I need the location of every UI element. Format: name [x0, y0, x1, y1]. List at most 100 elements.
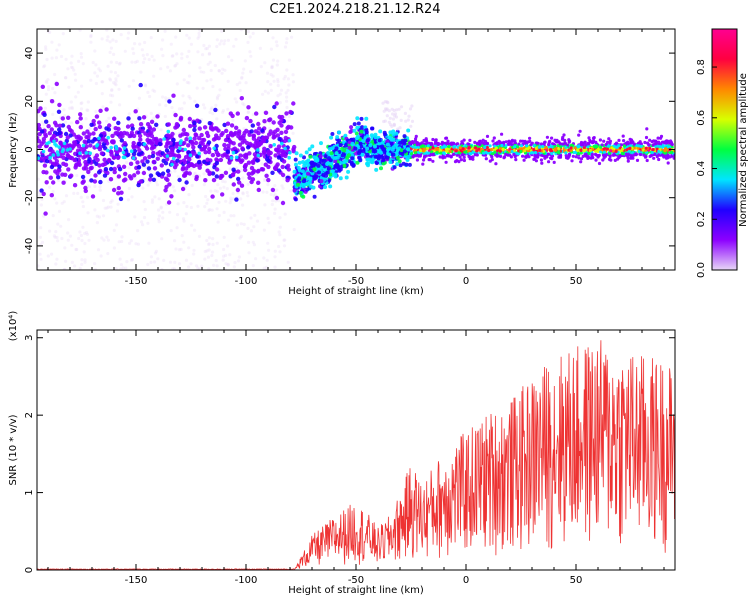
spectrogram-point	[116, 120, 121, 126]
spectrogram-point	[570, 159, 574, 163]
spectrogram-point	[569, 146, 573, 150]
spectrogram-point	[93, 267, 97, 270]
colorbar-gradient	[711, 28, 738, 271]
spectrogram-point	[648, 138, 652, 142]
spectrogram-point	[240, 75, 244, 79]
spectrogram-point	[426, 144, 430, 148]
spectrogram-point	[49, 164, 55, 170]
spectrogram-point	[68, 234, 72, 238]
spectrogram-point	[325, 162, 330, 166]
spectrogram-point	[79, 107, 84, 111]
spectrogram-point	[184, 258, 189, 262]
spectrogram-point	[222, 210, 226, 214]
spectrogram-point	[84, 134, 89, 140]
spectrogram-point	[110, 88, 114, 92]
spectrogram-point	[181, 173, 187, 178]
spectrogram-point	[94, 63, 98, 67]
spectrogram-point	[413, 151, 418, 155]
spectrogram-point	[91, 131, 96, 136]
spectrogram-point	[112, 169, 117, 175]
spectrogram-point	[246, 160, 252, 165]
spectrogram-point	[399, 118, 403, 122]
spectrogram-point	[130, 126, 135, 131]
spectrogram-point	[278, 250, 282, 254]
spectrogram-point	[242, 67, 246, 71]
spectrogram-point	[54, 262, 58, 266]
spectrogram-point	[39, 141, 44, 147]
spectrogram-point	[184, 212, 188, 216]
spectrogram-point	[117, 167, 123, 172]
spectrogram-point	[525, 144, 529, 148]
spectrogram-point	[500, 143, 504, 148]
spectrogram-point	[243, 167, 248, 173]
spectrogram-point	[360, 125, 365, 130]
spectrogram-point	[136, 165, 142, 170]
spectrogram-point	[43, 64, 47, 68]
spectrogram-point	[70, 105, 74, 109]
spectrogram-point	[269, 88, 273, 92]
spectrogram-point	[44, 119, 49, 124]
spectrogram-point	[601, 153, 606, 157]
spectrogram-point	[96, 170, 102, 175]
spectrogram-point	[597, 147, 601, 151]
spectrogram-point	[277, 136, 282, 142]
spectrogram-point	[609, 158, 613, 162]
spectrogram-point	[663, 149, 667, 153]
spectrogram-point	[651, 148, 655, 152]
spectrogram-point	[458, 155, 462, 159]
spectrogram-point	[343, 143, 348, 148]
spectrogram-point	[230, 172, 236, 178]
spectrogram-point	[269, 192, 273, 197]
spectrogram-point	[473, 140, 477, 144]
spectrogram-point	[602, 139, 606, 143]
spectrogram-point	[431, 137, 435, 142]
spectrogram-point	[220, 192, 225, 197]
spectrogram-point	[129, 239, 133, 243]
spectrogram-point	[101, 214, 106, 218]
spectrogram-point	[276, 83, 280, 88]
spectrogram-point	[279, 123, 284, 128]
spectrogram-point	[285, 37, 289, 41]
spectrogram-point	[249, 165, 255, 171]
spectrogram-point	[414, 134, 418, 138]
spectrogram-point	[187, 246, 191, 250]
spectrogram-point	[159, 205, 163, 209]
spectrogram-point	[639, 152, 643, 157]
spectrogram-point	[256, 168, 261, 174]
spectrogram-point	[222, 42, 226, 46]
spectrogram-point	[398, 163, 403, 168]
spectrogram-point	[196, 36, 200, 40]
spectrogram-point	[246, 194, 250, 198]
spectrogram-point	[98, 108, 103, 114]
spectrogram-point	[131, 151, 137, 157]
spectrogram-point	[237, 255, 241, 259]
spectrogram-point	[579, 148, 583, 152]
spectrogram-point	[431, 146, 435, 150]
spectrogram-point	[328, 158, 333, 163]
spectrogram-point	[81, 166, 87, 171]
spectrogram-point	[193, 140, 199, 146]
spectrogram-point	[226, 143, 231, 148]
spectrogram-point	[523, 139, 527, 143]
spectrogram-point	[81, 143, 86, 148]
spectrogram-point	[408, 107, 413, 111]
spectrogram-point	[392, 165, 397, 170]
spectrogram-point	[249, 171, 255, 176]
spectrogram-point	[466, 142, 470, 146]
spectrogram-point	[308, 184, 313, 189]
spectrogram-point	[207, 242, 211, 246]
spectrogram-point	[70, 260, 74, 264]
spectrogram-point	[37, 194, 42, 198]
spectrogram-point	[246, 182, 250, 186]
spectrogram-point	[126, 198, 130, 202]
spectrogram-point	[266, 91, 270, 95]
spectrogram-point	[183, 155, 189, 160]
spectrogram-point	[279, 130, 284, 135]
spectrogram-point	[273, 153, 278, 158]
spectrogram-point	[269, 47, 273, 51]
spectrogram-point	[214, 174, 219, 179]
spectrogram-point	[292, 169, 297, 174]
spectrogram-point	[149, 260, 153, 264]
spectrogram-point	[187, 74, 192, 78]
